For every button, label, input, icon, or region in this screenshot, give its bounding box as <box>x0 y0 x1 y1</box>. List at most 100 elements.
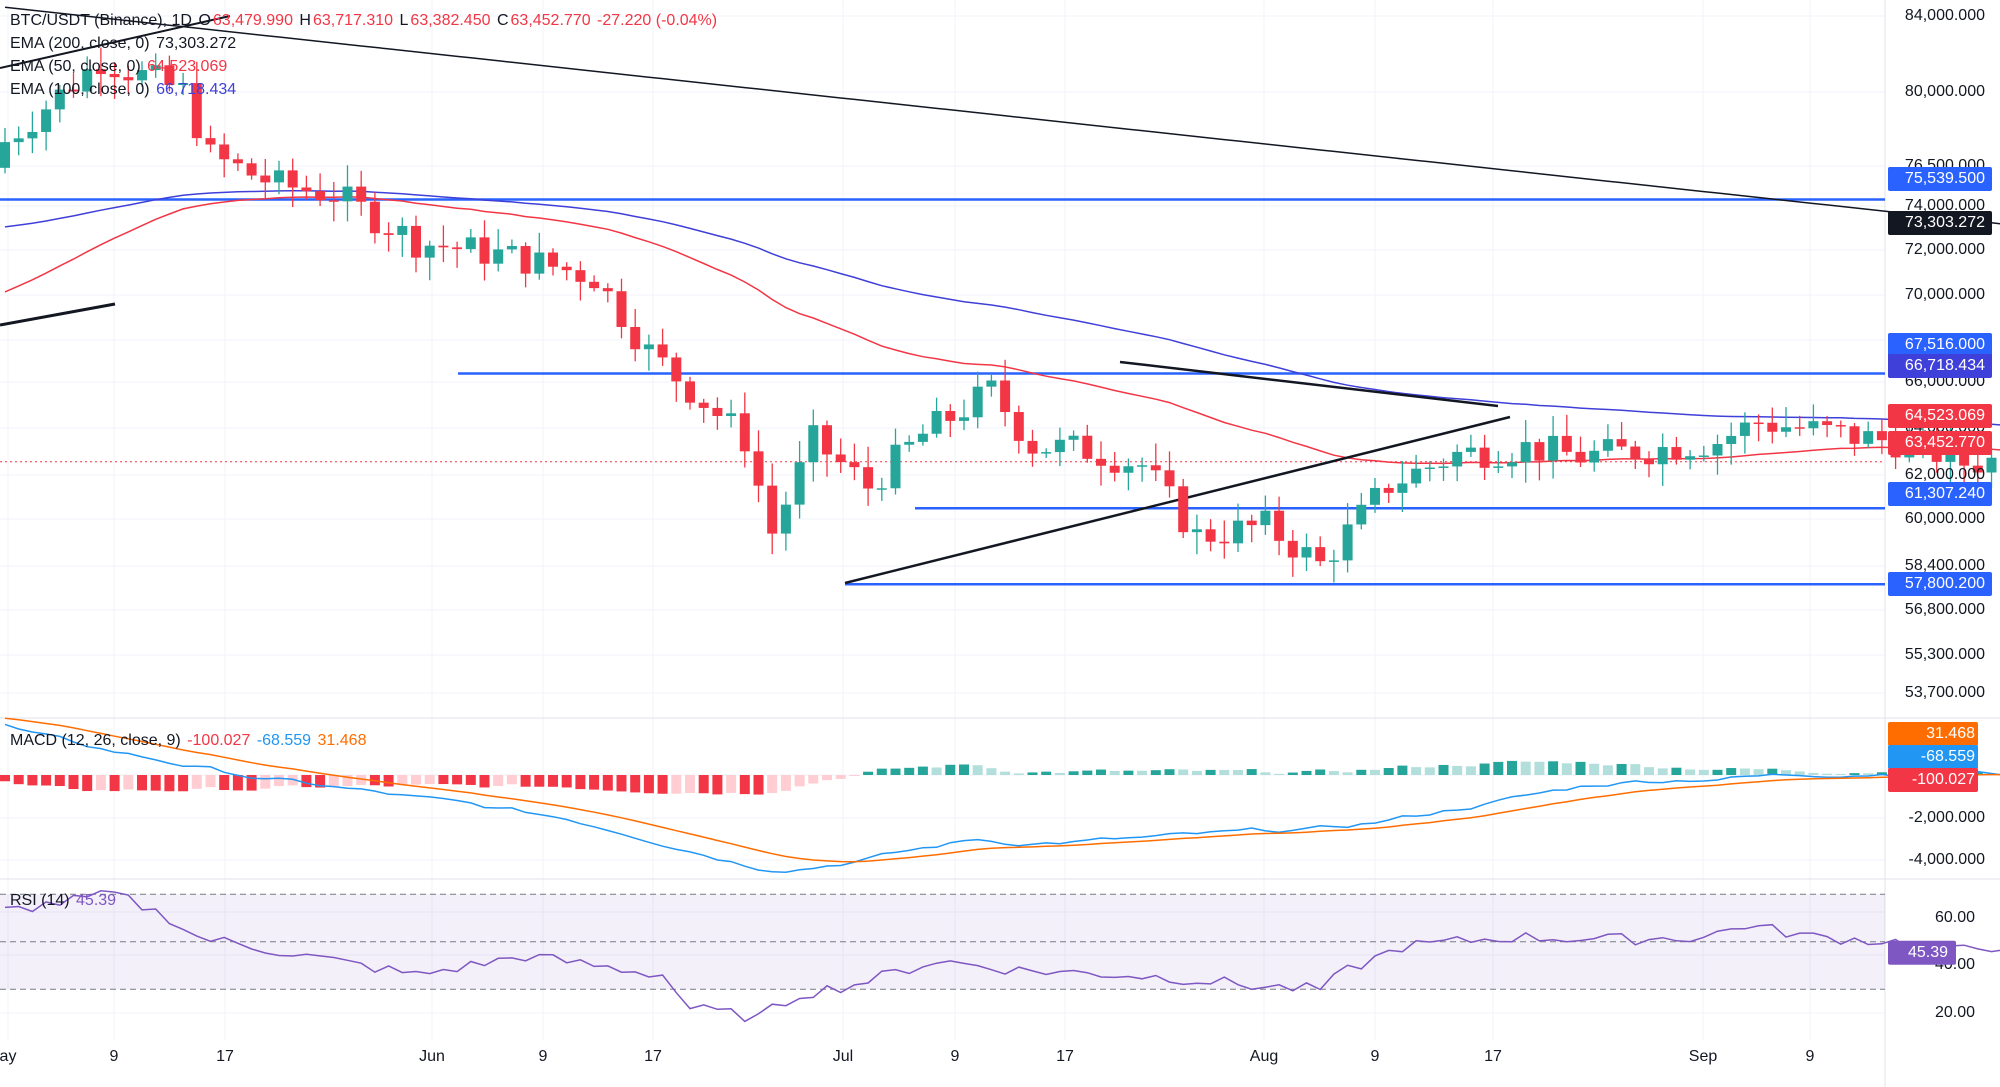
candle-body <box>1972 465 1983 473</box>
macd-signal-line <box>4 717 2000 863</box>
price-label: 75,539.500 <box>1905 170 1985 187</box>
macd-histogram-bar <box>753 775 764 795</box>
price-label-tag <box>1888 354 1992 378</box>
candle-body <box>1493 466 1504 468</box>
price-tick-label: 55,300.000 <box>1905 646 1985 663</box>
macd-histogram-bar <box>1589 763 1600 775</box>
candle-body <box>411 225 421 258</box>
macd-histogram-bar <box>150 775 161 791</box>
time-tick-label: Sep <box>1689 1048 1718 1065</box>
candle-body <box>616 291 627 327</box>
candle-body <box>794 462 805 505</box>
rsi-legend[interactable]: RSI (14) 45.39 <box>10 892 117 909</box>
candle-body <box>0 142 10 168</box>
candle-body <box>191 83 202 139</box>
macd-legend[interactable]: MACD (12, 26, close, 9) -100.027 -68.559… <box>10 732 367 749</box>
macd-histogram-bar <box>1315 769 1326 775</box>
candle-body <box>945 411 956 421</box>
macd-histogram-bar <box>1041 771 1052 775</box>
macd-histogram-bar <box>1849 773 1860 775</box>
macd-histogram-bar <box>671 775 682 794</box>
price-label-tag <box>1888 333 1992 357</box>
macd-histogram-bar <box>643 775 654 794</box>
macd-histogram-bar <box>383 775 394 787</box>
candle-body <box>1986 457 1997 473</box>
macd-histogram-bar <box>397 775 408 786</box>
macd-histogram-bar <box>904 767 915 775</box>
price-tick-label: 58,400.000 <box>1905 557 1985 574</box>
macd-histogram-bar <box>1726 768 1737 775</box>
time-tick-label: ay <box>0 1048 16 1065</box>
candle-body <box>369 201 380 234</box>
macd-histogram-bar <box>1534 761 1545 775</box>
macd-histogram-bar <box>1644 767 1654 775</box>
candle-body <box>986 380 997 387</box>
macd-histogram-bar <box>1561 763 1572 775</box>
macd-histogram-bar <box>13 775 24 785</box>
macd-histogram-bar <box>1424 767 1435 775</box>
candle-body <box>1534 442 1545 461</box>
macd-value-label: -68.559 <box>1921 748 1975 765</box>
candle-body <box>1137 465 1148 467</box>
horizontal-levels <box>0 198 1885 586</box>
macd-histogram-bar <box>1191 770 1202 775</box>
macd-histogram-bar <box>1260 772 1271 775</box>
macd-histogram-bar <box>1164 769 1175 775</box>
macd-histogram-bar <box>822 775 832 781</box>
candle-body <box>1589 450 1600 463</box>
change-value: -27.220 (-0.04%) <box>597 12 718 29</box>
macd-histogram-bar <box>1397 765 1408 775</box>
candle-body <box>68 89 79 92</box>
candle-body <box>1767 422 1778 432</box>
price-label-tag <box>1888 167 1992 191</box>
macd-histogram-bar <box>219 775 230 791</box>
macd-histogram-bar <box>1370 769 1380 775</box>
rsi-value-tag <box>1888 940 1956 965</box>
macd-histogram-bar <box>1493 761 1504 775</box>
candle-body <box>274 170 284 183</box>
macd-histogram-bar <box>1137 770 1148 775</box>
candle-body <box>205 138 216 145</box>
macd-histogram-bar <box>986 768 997 775</box>
candle-body <box>1191 529 1202 533</box>
macd-histogram-bar <box>1835 773 1846 775</box>
candle-body <box>328 200 339 202</box>
macd-histogram-bar <box>739 775 750 795</box>
macd-histogram-bar <box>1479 763 1490 775</box>
candle-body <box>917 433 928 442</box>
macd-histogram-bar <box>917 766 928 775</box>
price-label-tag <box>1888 572 1992 596</box>
ema50-legend[interactable]: EMA (50, close, 0) 64,523.069 <box>10 58 228 75</box>
candle-body <box>232 159 243 164</box>
macd-histogram-bar <box>1452 765 1463 775</box>
ema100-legend[interactable]: EMA (100, close, 0) 66,718.434 <box>10 81 237 98</box>
macd-histogram-bar <box>1575 761 1586 775</box>
macd-histogram-bar <box>1520 761 1531 775</box>
macd-histogram-bar <box>1013 773 1024 775</box>
candle-body <box>1726 435 1737 444</box>
candle-body <box>753 451 764 486</box>
candle-body <box>178 83 189 85</box>
macd-histogram-bar <box>260 775 271 789</box>
candle-body <box>356 186 367 202</box>
macd-histogram-bar <box>972 765 983 775</box>
candle-body <box>219 144 230 160</box>
candle-body <box>1863 431 1874 444</box>
macd-histogram-bar <box>589 775 600 790</box>
macd-tick-label: -2,000.000 <box>1908 809 1985 826</box>
candle-body <box>1507 462 1517 467</box>
ema200-legend[interactable]: EMA (200, close, 0) 73,303.272 <box>10 35 237 52</box>
macd-histogram-bar <box>41 775 52 786</box>
candle-body <box>1739 422 1750 436</box>
time-tick-label: Aug <box>1250 1048 1278 1065</box>
rsi-tick-label: 20.00 <box>1935 1004 1975 1021</box>
candle-body <box>890 444 901 489</box>
trendline <box>0 302 116 327</box>
macd-histogram-bar <box>1109 770 1120 775</box>
price-tick-label: 60,000.000 <box>1905 510 1985 527</box>
candle-body <box>575 270 586 282</box>
candle-body <box>1356 504 1367 525</box>
macd-histogram-bar <box>1287 772 1298 775</box>
symbol-label[interactable]: BTC/USDT (Binance), 1D <box>10 12 192 29</box>
